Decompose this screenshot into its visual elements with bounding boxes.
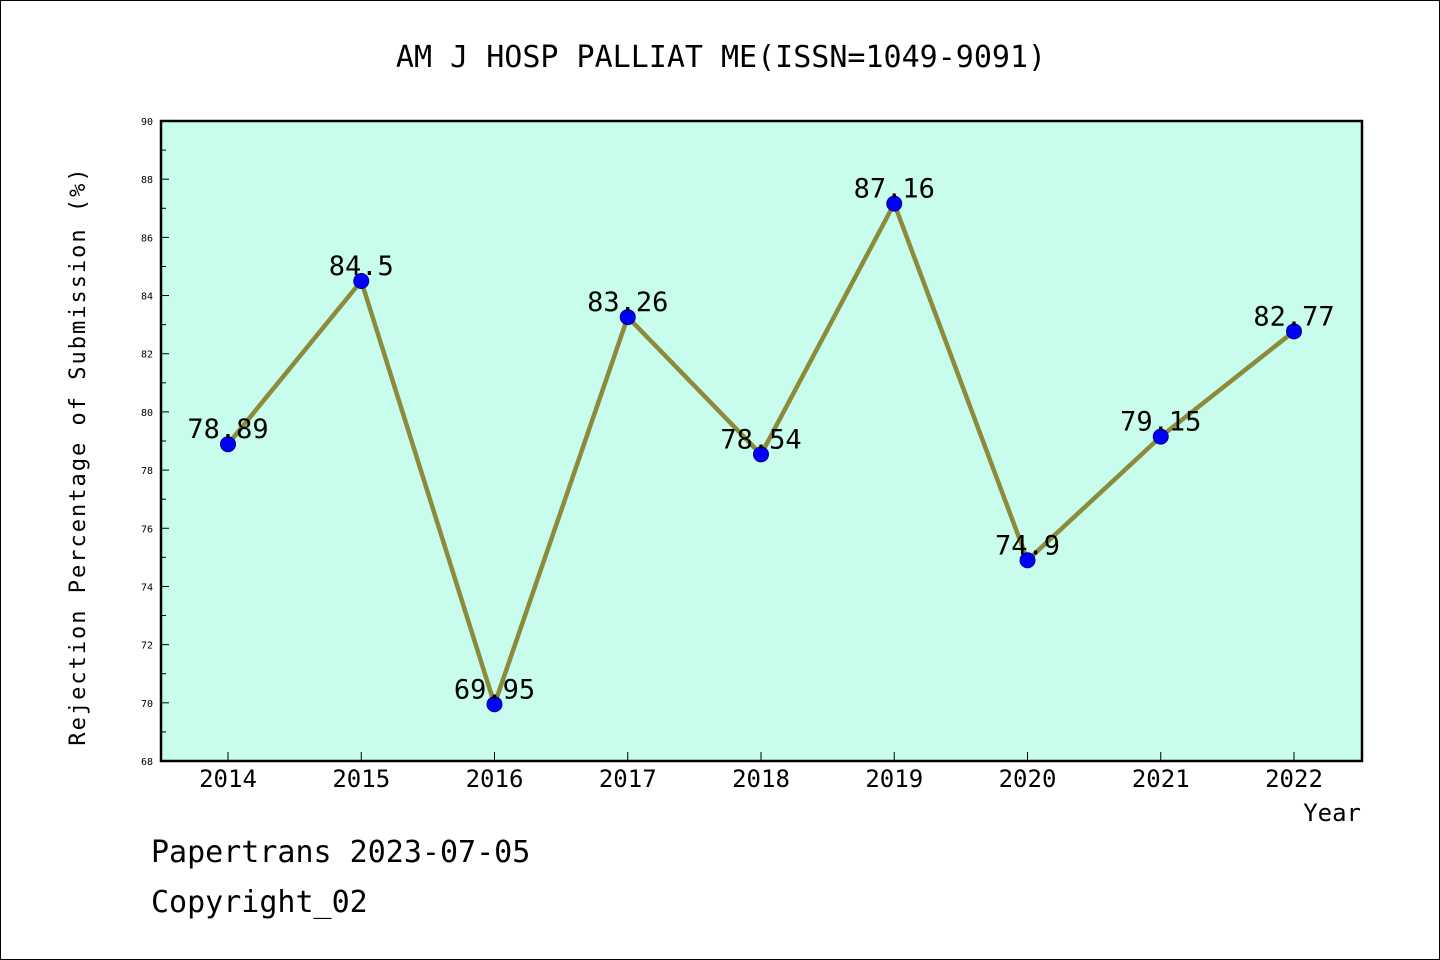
- data-point: [753, 446, 769, 463]
- data-label: 83.26: [587, 287, 668, 318]
- data-label: 87.16: [854, 174, 935, 205]
- x-tick-label: 2019: [865, 765, 923, 793]
- data-point: [1019, 552, 1036, 569]
- data-label: 78.89: [187, 414, 268, 445]
- data-point: [353, 273, 370, 289]
- y-tick-label: 86: [141, 233, 153, 244]
- y-tick-label: 80: [141, 408, 153, 419]
- y-tick-label: 68: [141, 757, 153, 768]
- data-label: 69.95: [454, 674, 535, 705]
- x-tick-label: 2021: [1132, 765, 1190, 793]
- y-tick-label: 76: [141, 524, 153, 535]
- data-label: 84.5: [329, 251, 394, 282]
- y-tick-label: 88: [141, 175, 153, 186]
- y-tick-label: 74: [141, 582, 153, 593]
- y-axis-label: Rejection Percentage of Submission (%): [66, 166, 91, 745]
- data-point: [1152, 428, 1169, 445]
- footer-copyright: Copyright_02: [151, 885, 368, 920]
- x-tick-label: 2020: [999, 765, 1057, 793]
- x-tick-label: 2022: [1265, 765, 1323, 793]
- data-point: [886, 195, 903, 212]
- y-tick-label: 90: [141, 117, 153, 128]
- x-axis-label: Year: [1303, 799, 1361, 827]
- data-label: 74.9: [995, 530, 1060, 561]
- y-tick-label: 84: [141, 292, 153, 303]
- data-point: [619, 309, 636, 326]
- x-axis: 2014 2015 2016 2017 2018 2019 2020 2021 2022: [199, 752, 1323, 793]
- footer-date: Papertrans 2023-07-05: [151, 835, 531, 870]
- data-label: 78.54: [720, 424, 801, 455]
- data-point: [486, 696, 503, 713]
- series-group: [220, 195, 1302, 713]
- data-label: 79.15: [1120, 407, 1201, 438]
- chart-title: AM J HOSP PALLIAT ME(ISSN=1049-9091): [396, 40, 1046, 75]
- y-tick-label: 78: [141, 466, 153, 477]
- data-labels-group: 78.89 84.5 69.95 83.26 78.54 87.16 74.9 79.15 82…: [187, 174, 1334, 706]
- x-tick-label: 2015: [332, 765, 390, 793]
- x-tick-label: 2014: [199, 765, 257, 793]
- data-point: [1286, 323, 1302, 340]
- y-tick-label: 82: [141, 350, 153, 361]
- y-axis: 68 70 72 74 76 78 80 82 84 86 88 90: [141, 117, 169, 768]
- data-label: 82.77: [1253, 301, 1334, 332]
- x-tick-label: 2016: [466, 765, 524, 793]
- y-tick-label: 70: [141, 699, 153, 710]
- y-tick-label: 72: [141, 641, 153, 652]
- x-tick-label: 2018: [732, 765, 790, 793]
- x-tick-label: 2017: [599, 765, 657, 793]
- data-point: [220, 436, 236, 453]
